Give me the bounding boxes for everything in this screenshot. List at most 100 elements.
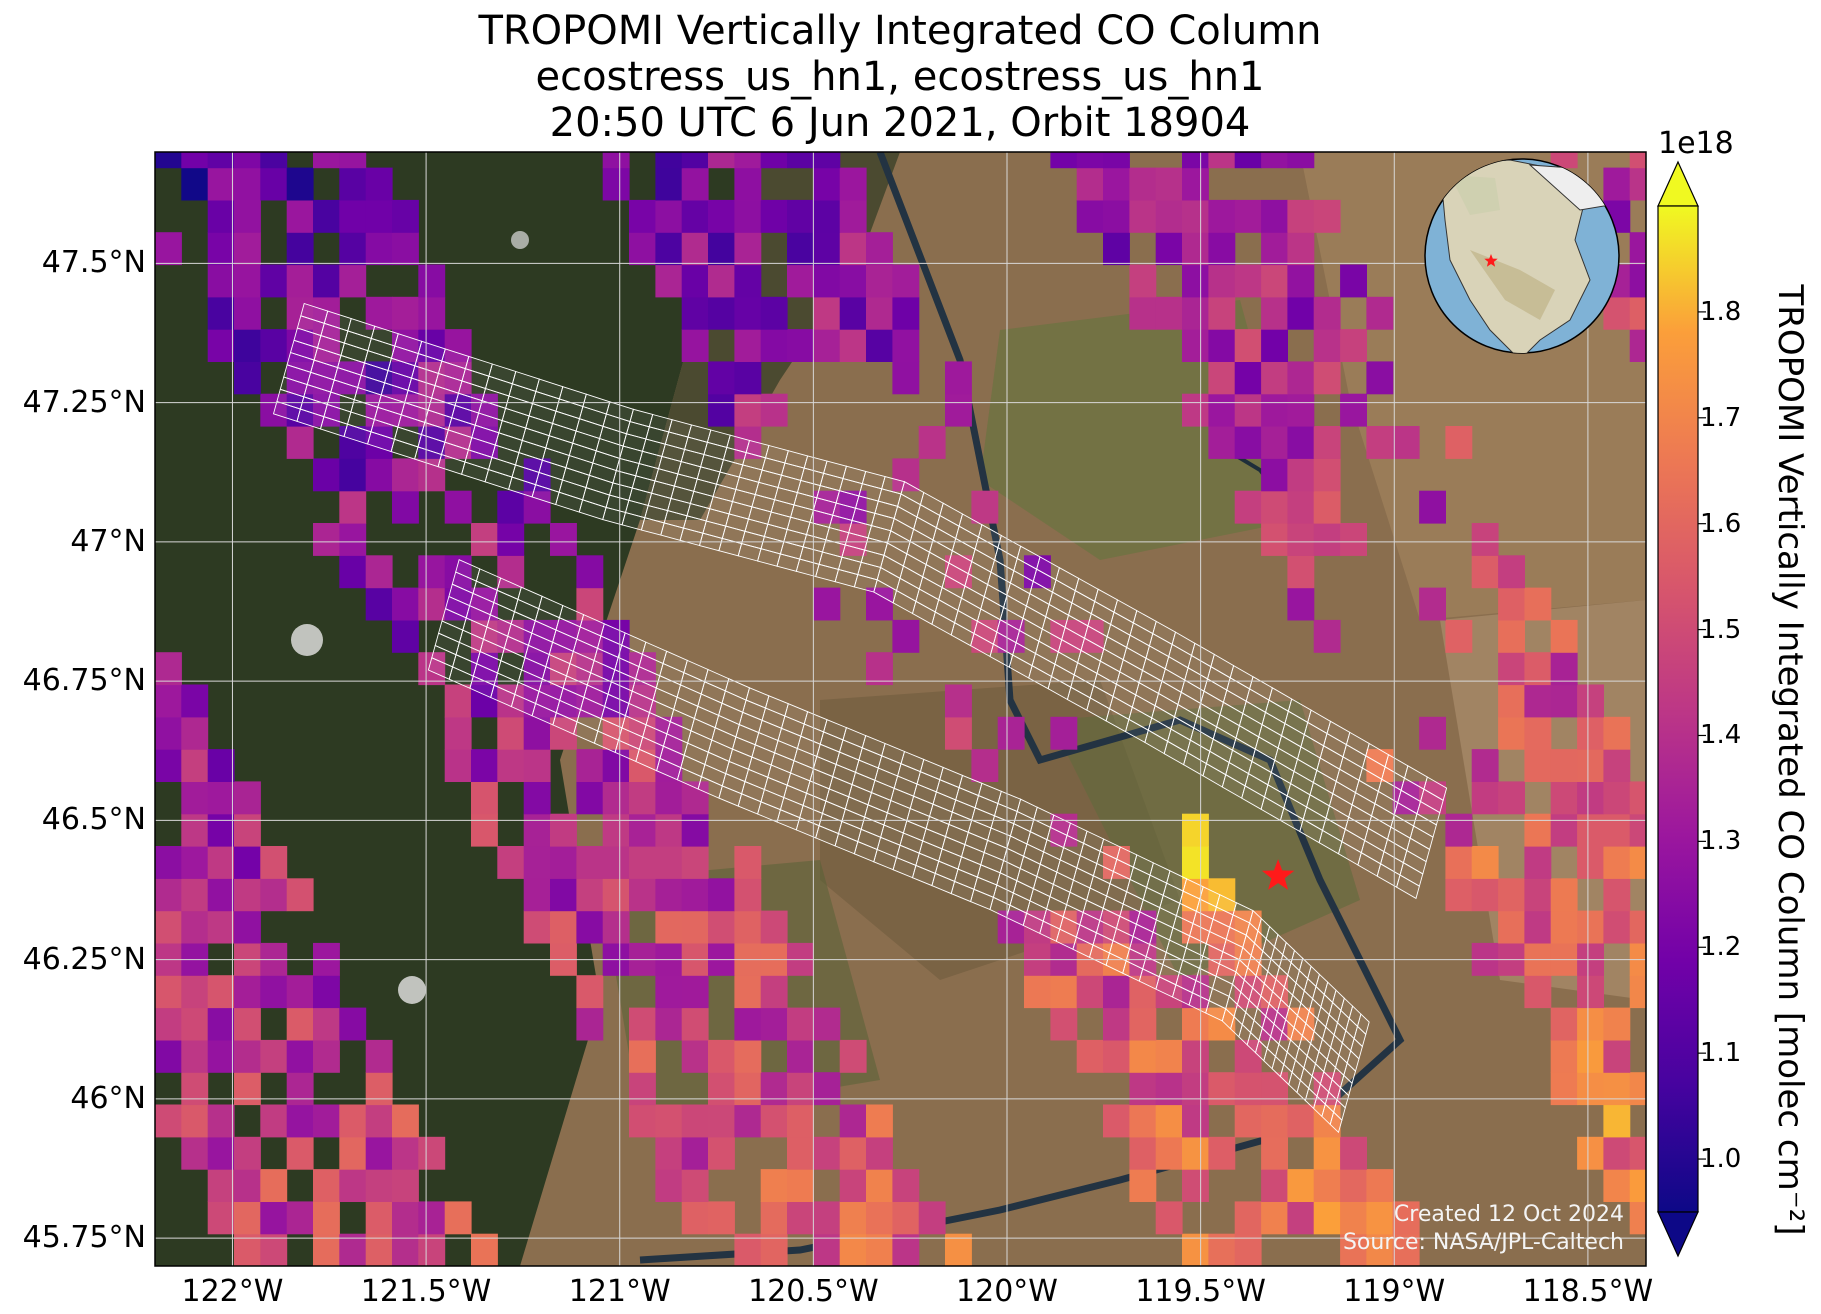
co-pixel: [576, 749, 604, 782]
co-pixel: [1419, 716, 1446, 750]
co-pixel: [1076, 975, 1104, 1009]
co-pixel: [392, 490, 419, 524]
co-pixel: [418, 329, 446, 362]
co-pixel: [1050, 1007, 1078, 1041]
co-pixel: [471, 684, 498, 718]
co-pixel: [1498, 716, 1525, 750]
co-pixel: [313, 152, 340, 169]
co-pixel: [523, 846, 551, 879]
created-date: Created 12 Oct 2024: [1393, 1202, 1624, 1227]
co-pixel: [1603, 846, 1631, 879]
co-pixel: [602, 749, 630, 782]
co-pixel: [234, 878, 261, 912]
co-pixel: [655, 1007, 683, 1041]
co-pixel: [734, 1072, 762, 1106]
lat-tick-label: 47°N: [70, 523, 146, 559]
co-pixel: [681, 975, 709, 1009]
co-pixel: [1182, 296, 1209, 330]
co-pixel: [1313, 361, 1341, 395]
co-pixel: [1182, 1136, 1209, 1170]
co-pixel: [234, 167, 261, 201]
chart-subtitle-site: ecostress_us_hn1, ecostress_us_hn1: [535, 54, 1265, 100]
co-pixel: [787, 1039, 814, 1073]
co-pixel: [234, 1233, 261, 1266]
co-pixel: [1182, 846, 1209, 879]
co-pixel: [1445, 813, 1473, 847]
co-pixel: [839, 296, 867, 330]
co-pixel: [629, 652, 656, 686]
co-pixel: [286, 1039, 314, 1073]
co-pixel: [1629, 1072, 1646, 1106]
co-pixel: [1498, 619, 1525, 653]
colorbar-exponent: 1e18: [1658, 126, 1734, 161]
co-pixel: [418, 458, 446, 492]
co-pixel: [392, 232, 419, 266]
co-pixel: [708, 878, 735, 912]
co-pixel: [286, 167, 314, 201]
co-pixel: [392, 1233, 419, 1266]
co-pixel: [681, 1169, 709, 1202]
co-pixel: [1498, 878, 1525, 912]
co-pixel: [286, 1201, 314, 1235]
lat-tick-label: 45.75°N: [22, 1220, 146, 1256]
co-pixel: [1261, 1104, 1288, 1138]
swath-cell: [1329, 1111, 1343, 1134]
co-pixel: [418, 426, 446, 459]
co-pixel: [550, 813, 577, 847]
co-pixel: [1524, 878, 1552, 912]
co-pixel: [602, 846, 630, 879]
co-pixel: [1629, 846, 1646, 879]
co-pixel: [866, 296, 893, 330]
co-pixel: [313, 1233, 340, 1266]
co-pixel: [234, 152, 261, 169]
co-pixel: [1208, 910, 1236, 944]
co-pixel: [787, 199, 814, 233]
co-pixel: [444, 393, 472, 427]
co-pixel: [1366, 1233, 1394, 1266]
co-pixel: [576, 587, 604, 621]
co-pixel: [866, 264, 893, 298]
co-pixel: [418, 264, 446, 298]
co-pixel: [471, 749, 498, 782]
co-pixel: [365, 458, 393, 492]
co-pixel: [892, 1201, 920, 1235]
co-pixel: [313, 523, 340, 556]
co-pixel: [813, 152, 841, 169]
co-pixel: [234, 296, 261, 330]
co-pixel: [813, 1233, 841, 1266]
co-pixel: [1471, 781, 1499, 815]
co-pixel: [234, 264, 261, 298]
co-pixel: [1208, 1072, 1236, 1106]
co-pixel: [813, 1007, 841, 1041]
co-pixel: [1340, 264, 1367, 298]
plot-frame: [154, 151, 1647, 1267]
co-pixel: [839, 1039, 867, 1073]
co-pixel: [1524, 975, 1552, 1009]
co-pixel: [444, 329, 472, 362]
co-pixel: [365, 167, 393, 201]
co-pixel: [1208, 152, 1236, 169]
co-pixel: [892, 361, 920, 395]
co-pixel: [1234, 490, 1262, 524]
co-pixel: [1550, 684, 1578, 718]
co-pixel: [1155, 167, 1183, 201]
co-pixel: [523, 490, 551, 524]
co-pixel: [681, 232, 709, 266]
co-pixel: [155, 1039, 182, 1073]
co-pixel: [681, 813, 709, 847]
co-pixel: [839, 1233, 867, 1266]
co-pixel: [155, 1104, 182, 1138]
co-pixel: [892, 1169, 920, 1202]
co-pixel: [1340, 1233, 1367, 1266]
colorbar-tick-marks: [1698, 311, 1706, 1160]
co-pixel: [260, 1201, 288, 1235]
co-pixel: [550, 910, 577, 944]
co-pixel: [576, 878, 604, 912]
co-pixel: [1155, 1104, 1183, 1138]
co-pixel: [681, 264, 709, 298]
co-pixel: [181, 878, 209, 912]
co-pixel: [1340, 1136, 1367, 1170]
co-pixel: [655, 878, 683, 912]
co-pixel: [181, 781, 209, 815]
co-pixel: [365, 1072, 393, 1106]
